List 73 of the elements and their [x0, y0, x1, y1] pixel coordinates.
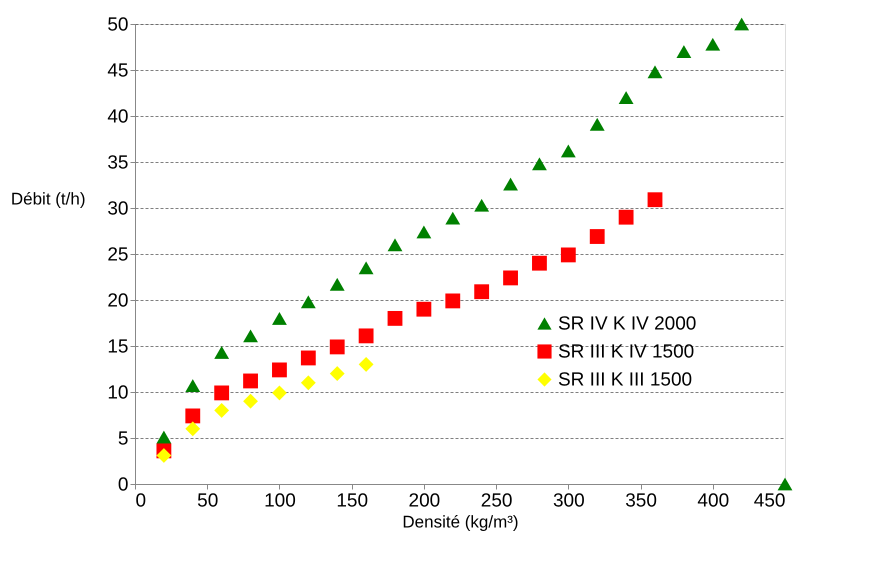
point — [185, 421, 200, 436]
point — [330, 366, 345, 382]
y-tick-label: 40 — [107, 106, 128, 128]
point — [416, 225, 432, 238]
point — [243, 394, 258, 409]
point — [243, 374, 258, 388]
point — [272, 362, 287, 378]
point — [185, 379, 200, 392]
point — [648, 192, 662, 208]
point — [416, 302, 432, 317]
y-tick-label: 15 — [107, 336, 128, 358]
point — [705, 38, 720, 51]
point — [648, 65, 662, 78]
point — [778, 478, 792, 490]
x-tick-label: 450 — [754, 490, 786, 512]
point — [532, 157, 547, 170]
y-tick-label: 35 — [107, 152, 128, 174]
point — [185, 408, 200, 424]
x-tick-label: 150 — [336, 490, 368, 512]
legend-label: SR IV K IV 2000 — [558, 314, 696, 334]
x-tick-label: 100 — [264, 490, 296, 512]
point — [358, 328, 374, 344]
point — [676, 45, 692, 58]
point — [503, 178, 518, 191]
y-tick-label: 20 — [107, 290, 128, 312]
point — [445, 212, 460, 225]
point — [358, 261, 374, 274]
y-axis-title: Débit (t/h) — [10, 189, 86, 208]
y-tick-label: 0 — [118, 474, 128, 496]
point — [388, 238, 402, 252]
y-tick-label: 30 — [107, 198, 128, 220]
point — [300, 295, 316, 308]
point — [590, 118, 605, 131]
point — [560, 248, 576, 262]
point — [388, 310, 402, 326]
point — [734, 18, 750, 30]
point — [214, 402, 230, 418]
point — [532, 256, 547, 271]
x-tick-label: 50 — [197, 490, 218, 512]
y-tick-label: 5 — [118, 428, 128, 450]
point — [445, 294, 460, 308]
point — [300, 350, 316, 366]
y-tick-label: 10 — [107, 382, 128, 404]
point — [503, 270, 518, 286]
point — [590, 229, 605, 244]
x-tick-label: 400 — [697, 490, 730, 512]
x-tick-label: 300 — [552, 490, 585, 512]
point — [618, 210, 634, 225]
legend-label: SR III K III 1500 — [558, 370, 692, 390]
point — [243, 329, 258, 342]
point — [300, 375, 316, 390]
point — [330, 278, 345, 291]
x-axis-title: Densité (kg/m³) — [402, 512, 519, 532]
point — [474, 284, 490, 300]
point — [272, 312, 287, 325]
point — [214, 346, 230, 359]
point — [560, 144, 576, 158]
point — [618, 91, 634, 104]
y-tick-label: 25 — [107, 244, 128, 266]
point — [272, 386, 287, 400]
x-tick-label: 350 — [625, 490, 657, 512]
point — [156, 430, 172, 444]
point — [156, 448, 172, 463]
y-tick-label: 50 — [107, 14, 128, 36]
x-tick-label: 0 — [136, 490, 146, 512]
point — [358, 356, 374, 372]
y-tick-label: 45 — [107, 60, 128, 82]
point — [330, 340, 345, 354]
legend-label: SR III K IV 1500 — [558, 342, 694, 362]
x-tick-label: 200 — [408, 490, 440, 512]
point — [214, 386, 230, 400]
point — [474, 198, 490, 212]
x-tick-label: 250 — [480, 490, 512, 512]
